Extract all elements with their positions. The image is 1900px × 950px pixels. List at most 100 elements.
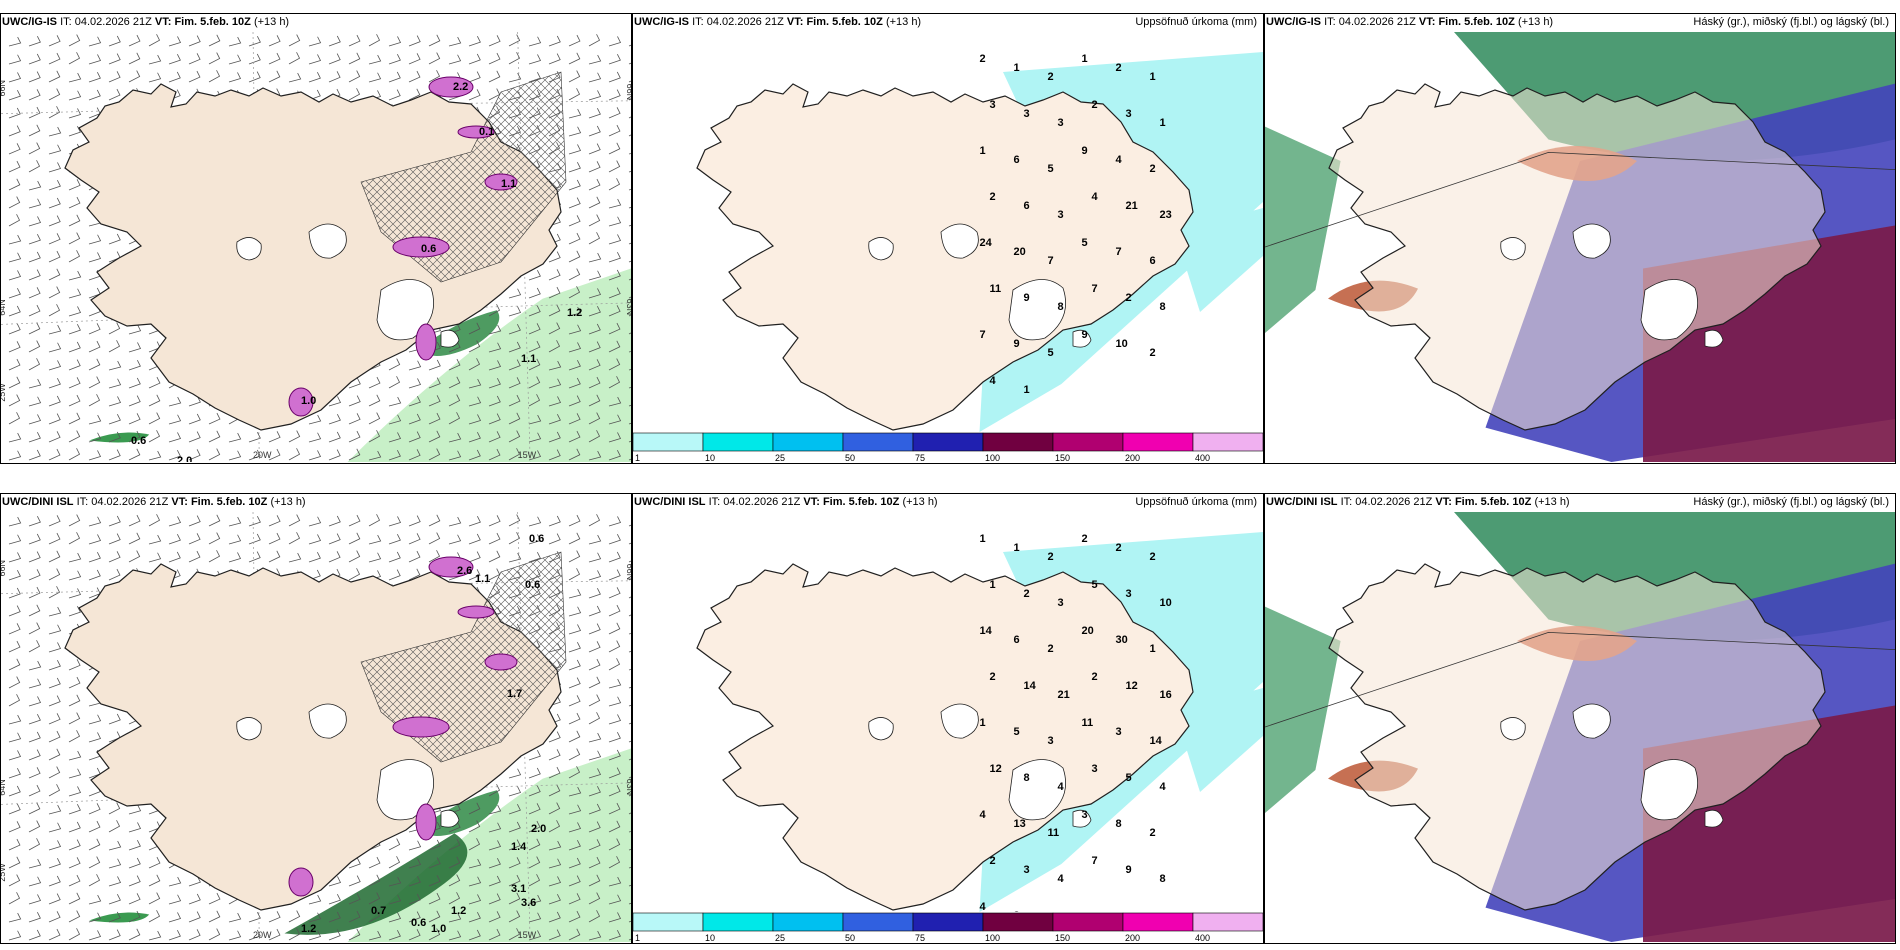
wind-barb [628, 153, 631, 155]
wind-barb [588, 785, 601, 797]
wind-barb [628, 116, 631, 119]
value-label: 2 [1048, 643, 1054, 655]
colorbar-swatch [982, 432, 1054, 452]
wind-barb [588, 196, 601, 209]
wind-barb [388, 533, 401, 545]
wind-map[interactable]: 0.6 2.61.1 0.6 1.7 2.0 1.4 3.1 3.6 1.2 1.0 0.6 0.7 2… [1, 512, 631, 942]
wind-barb [148, 376, 161, 389]
glacier [868, 717, 894, 741]
wind-barb [368, 892, 381, 905]
wind-barb [108, 233, 121, 245]
panel-precip-dini: UWC/DINI ISL IT: 04.02.2026 21Z VT: Fim.… [632, 493, 1264, 944]
wind-barb [8, 270, 22, 281]
wind-barb [168, 36, 182, 47]
wind-barb [288, 928, 301, 941]
value-label: 5 [1082, 237, 1088, 249]
wind-barb [168, 516, 182, 527]
wind-barb [448, 534, 462, 545]
wind-barb [208, 550, 221, 563]
wind-barb [68, 270, 82, 281]
wind-barb [368, 394, 381, 407]
wind-barb [348, 532, 361, 545]
wind-barb [68, 857, 81, 869]
magenta-cell [392, 236, 450, 258]
wind-barb [188, 395, 201, 407]
wind-barb [388, 449, 401, 461]
wind-barb [608, 414, 622, 425]
wind-barb [608, 838, 621, 851]
wind-barb [608, 912, 622, 923]
colorbar-tick: 50 [845, 933, 855, 943]
wind-barb [408, 88, 421, 101]
wind-barb [488, 413, 501, 425]
wind-barb [488, 822, 502, 833]
wind-barb [448, 856, 461, 869]
value-label: 0.6 [421, 243, 436, 255]
wind-barb [128, 448, 141, 461]
panel-title: Uppsöfnuð úrkoma (mm) [1135, 496, 1257, 508]
wind-barb [48, 52, 61, 65]
wind-barb [588, 552, 602, 563]
wind-barb [168, 894, 182, 905]
magenta-cell [392, 716, 450, 738]
cloud-map[interactable] [1265, 512, 1895, 942]
precip-map[interactable]: 1122221235310146220301214212121615311314… [633, 512, 1263, 912]
wind-barb [588, 90, 602, 101]
wind-barb [108, 71, 121, 83]
wind-barb [128, 532, 141, 545]
wind-barb [408, 360, 422, 371]
wind-barb [588, 641, 601, 653]
wind-barb [428, 377, 441, 389]
wind-barb [628, 44, 631, 47]
wind-barb [568, 52, 581, 65]
wind-map[interactable]: 2.2 0.1 1.1 0.6 1.0 1.2 1.1 0.6 2.0 66N 64N 25W 20W 1… [1, 32, 631, 462]
wind-barb [328, 35, 341, 47]
wind-barb [188, 550, 201, 563]
value-label: 8 [1024, 772, 1030, 784]
value-label: 4 [1160, 781, 1167, 793]
colorbar-tick: 10 [705, 933, 715, 943]
wind-barb [488, 840, 502, 851]
wind-barb [8, 552, 22, 563]
precip-area [416, 790, 500, 836]
wind-barb [148, 552, 162, 563]
wind-barb [568, 268, 581, 281]
panel-header: UWC/DINI ISL IT: 04.02.2026 21Z VT: Fim.… [2, 496, 306, 508]
wind-barb [588, 534, 602, 545]
wind-barb [88, 89, 101, 101]
wind-barb [8, 874, 21, 887]
wind-barb [128, 377, 141, 389]
wind-barb [8, 287, 21, 299]
wind-barb [528, 340, 541, 353]
wind-barb [88, 376, 101, 389]
wind-barb [108, 858, 122, 869]
wind-barb [608, 198, 622, 209]
wind-barb [468, 53, 481, 65]
value-label: 2 [990, 671, 996, 683]
wind-barb [48, 857, 61, 869]
wind-barb [568, 306, 582, 317]
value-label: 14 [980, 625, 993, 637]
wind-barb [428, 532, 441, 545]
precip-map[interactable]: 2121213332311659422634212324207576119872… [633, 32, 1263, 432]
wind-barb [528, 394, 541, 407]
wind-barb [148, 910, 161, 923]
wind-barb [588, 72, 602, 83]
wind-barb [608, 71, 621, 83]
wind-barb [408, 53, 421, 65]
value-label: 1 [980, 533, 986, 545]
wind-barb [628, 740, 631, 743]
wind-barb [468, 802, 481, 815]
wind-barb [368, 552, 382, 563]
value-label: 23 [1160, 209, 1172, 221]
wind-barb [8, 412, 21, 425]
wind-barb [48, 268, 61, 281]
wind-barb [28, 838, 41, 851]
cloud-map[interactable] [1265, 32, 1895, 462]
wind-barb [328, 929, 341, 941]
wind-barb [28, 586, 41, 599]
wind-barb [48, 624, 62, 635]
panel-cloud-ig: UWC/IG-IS IT: 04.02.2026 21Z VT: Fim. 5.… [1264, 13, 1896, 464]
wind-barb [588, 359, 601, 371]
wind-barb [148, 534, 162, 545]
